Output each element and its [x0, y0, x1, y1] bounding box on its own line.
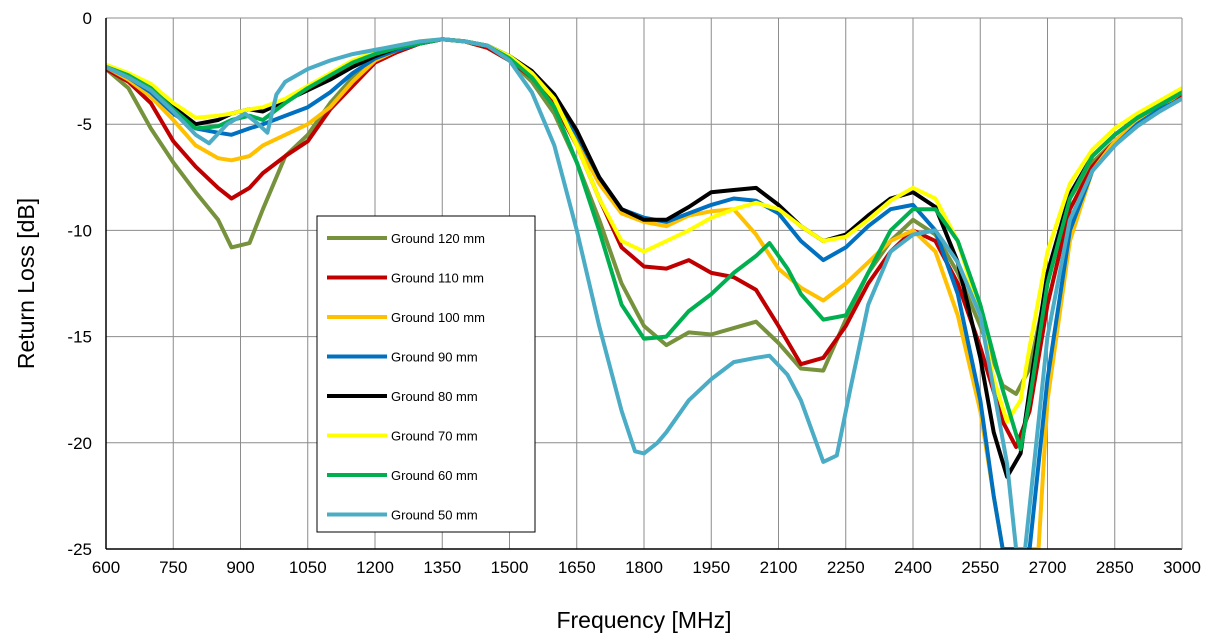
series-line-ground-120-mm: [106, 37, 1182, 396]
y-tick-label: -5: [77, 115, 92, 134]
x-tick-label: 2250: [827, 558, 865, 577]
legend-box: [316, 215, 536, 533]
axes: [105, 18, 1183, 550]
x-tick-label: 2100: [760, 558, 798, 577]
x-tick-label: 600: [92, 558, 120, 577]
legend-label: Ground 100 mm: [391, 310, 485, 325]
tick-labels: 600 750 900 1050 1200 1350 1500 1650 1800 1950 210…: [67, 9, 1200, 577]
x-tick-label: 750: [159, 558, 187, 577]
legend-label: Ground 90 mm: [391, 350, 478, 365]
x-tick-label: 1500: [491, 558, 529, 577]
x-tick-label: 2550: [961, 558, 999, 577]
series-lines: [106, 37, 1182, 549]
grid: [105, 17, 1183, 550]
series-line-ground-110-mm: [106, 37, 1182, 449]
y-tick-label: 0: [83, 9, 92, 28]
legend-label: Ground 80 mm: [391, 389, 478, 404]
legend-label: Ground 110 mm: [391, 271, 484, 286]
x-tick-label: 1650: [558, 558, 596, 577]
legend-label: Ground 120 mm: [391, 231, 485, 246]
x-axis-title: Frequency [MHz]: [556, 607, 731, 633]
x-tick-label: 3000: [1163, 558, 1201, 577]
y-axis-title: Return Loss [dB]: [13, 198, 39, 369]
y-tick-label: -25: [67, 540, 92, 559]
x-tick-label: 2850: [1096, 558, 1134, 577]
legend: Ground 120 mm Ground 110 mm Ground 100 mm G…: [316, 215, 536, 533]
x-tick-label: 1800: [625, 558, 663, 577]
x-tick-label: 1200: [356, 558, 394, 577]
y-tick-label: -10: [67, 221, 92, 240]
x-tick-label: 1350: [423, 558, 461, 577]
legend-label: Ground 50 mm: [391, 508, 478, 523]
y-tick-label: -20: [67, 434, 92, 453]
series-line-ground-50-mm: [106, 37, 1182, 549]
legend-label: Ground 70 mm: [391, 429, 478, 444]
legend-label: Ground 60 mm: [391, 468, 478, 483]
x-tick-label: 2400: [894, 558, 932, 577]
x-tick-label: 1050: [289, 558, 327, 577]
x-tick-label: 900: [226, 558, 254, 577]
x-tick-label: 1950: [692, 558, 730, 577]
series-line-ground-100-mm: [106, 37, 1182, 549]
x-tick-label: 2700: [1029, 558, 1067, 577]
y-tick-label: -15: [67, 328, 92, 347]
